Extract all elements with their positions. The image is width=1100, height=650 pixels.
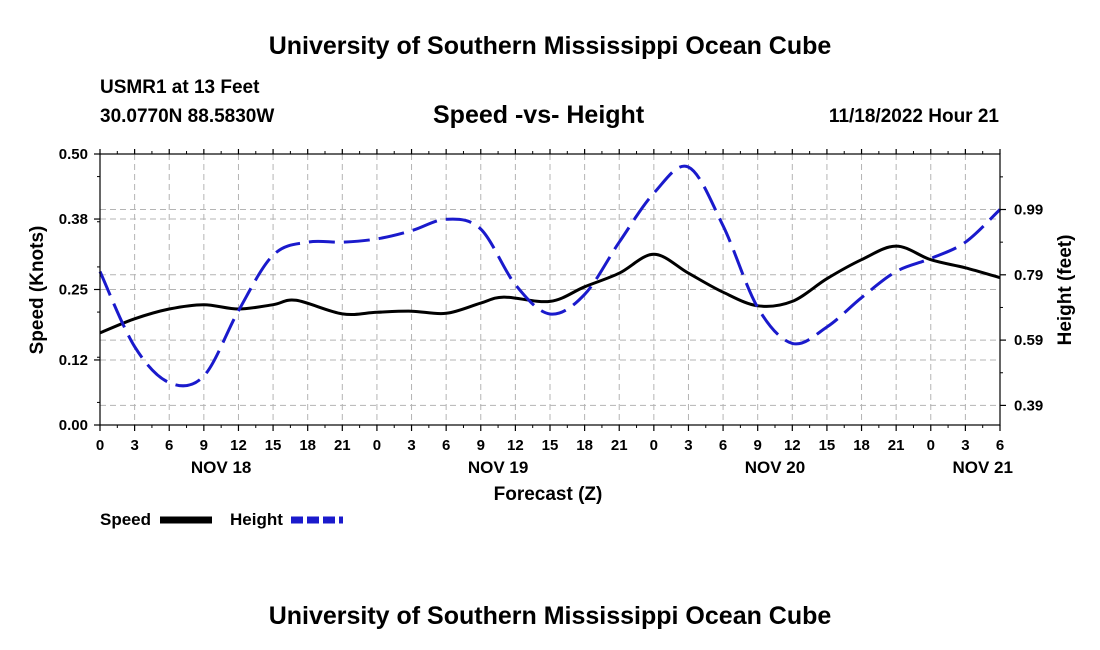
station-coordinates: 30.0770N 88.5830W xyxy=(100,106,275,127)
y-tick-label: 0.25 xyxy=(59,282,88,299)
y-axis-title: Speed (Knots) xyxy=(27,226,48,355)
x-tick-label: 0 xyxy=(927,437,935,454)
chart-title: Speed -vs- Height xyxy=(433,101,645,129)
x-tick-label: 18 xyxy=(853,437,870,454)
y-tick-label: 0.00 xyxy=(59,417,88,434)
x-tick-label: 3 xyxy=(407,437,415,454)
y-tick-label: 0.38 xyxy=(59,211,88,228)
x-tick-label: 9 xyxy=(200,437,208,454)
x-tick-label: 3 xyxy=(684,437,692,454)
x-tick-label: 6 xyxy=(165,437,173,454)
x-tick-label: 18 xyxy=(299,437,316,454)
speed-series-line xyxy=(99,244,1001,335)
height-series-line xyxy=(98,164,1002,388)
legend-speed-label: Speed xyxy=(100,510,151,529)
day-label: NOV 21 xyxy=(952,458,1012,477)
x-tick-label: 6 xyxy=(719,437,727,454)
x-tick-label: 0 xyxy=(373,437,381,454)
y2-tick-label: 0.79 xyxy=(1014,267,1043,284)
x-tick-label: 9 xyxy=(754,437,762,454)
x-tick-label: 0 xyxy=(96,437,104,454)
x-tick-label: 3 xyxy=(961,437,969,454)
grid-lines xyxy=(100,154,1000,425)
x-tick-label: 15 xyxy=(265,437,282,454)
axis-labels: 0 3 6 9 12 15 18 21 0 3 6 9 12 15 18 21 0 3 6 9 12 15 18 21 0 3 6 N… xyxy=(59,146,1043,477)
series-lines xyxy=(98,164,1002,388)
x-tick-label: 3 xyxy=(130,437,138,454)
x-tick-label: 6 xyxy=(996,437,1004,454)
x-tick-label: 21 xyxy=(611,437,628,454)
y2-tick-label: 0.39 xyxy=(1014,397,1043,414)
day-label: NOV 20 xyxy=(745,458,805,477)
x-tick-label: 6 xyxy=(442,437,450,454)
y2-axis-title: Height (feet) xyxy=(1055,235,1076,346)
x-tick-label: 12 xyxy=(507,437,524,454)
legend: Speed Height xyxy=(100,510,343,529)
day-label: NOV 19 xyxy=(468,458,528,477)
x-tick-label: 21 xyxy=(888,437,905,454)
x-tick-label: 15 xyxy=(819,437,836,454)
x-tick-label: 0 xyxy=(650,437,658,454)
day-label: NOV 18 xyxy=(191,458,251,477)
station-label: USMR1 at 13 Feet xyxy=(100,77,260,98)
page-title-bottom: University of Southern Mississippi Ocean… xyxy=(268,602,832,630)
axis-ticks xyxy=(94,149,1006,431)
y-tick-label: 0.50 xyxy=(59,146,88,163)
x-tick-label: 12 xyxy=(230,437,247,454)
x-axis-title: Forecast (Z) xyxy=(494,484,603,505)
legend-height-label: Height xyxy=(230,510,283,529)
y-tick-label: 0.12 xyxy=(59,352,88,369)
page-title-top: University of Southern Mississippi Ocean… xyxy=(268,32,832,60)
x-tick-label: 9 xyxy=(477,437,485,454)
y2-tick-label: 0.59 xyxy=(1014,332,1043,349)
y2-tick-label: 0.99 xyxy=(1014,202,1043,219)
x-tick-label: 21 xyxy=(334,437,351,454)
x-tick-label: 12 xyxy=(784,437,801,454)
forecast-datetime: 11/18/2022 Hour 21 xyxy=(828,106,999,127)
x-tick-label: 15 xyxy=(542,437,559,454)
x-tick-label: 18 xyxy=(576,437,593,454)
